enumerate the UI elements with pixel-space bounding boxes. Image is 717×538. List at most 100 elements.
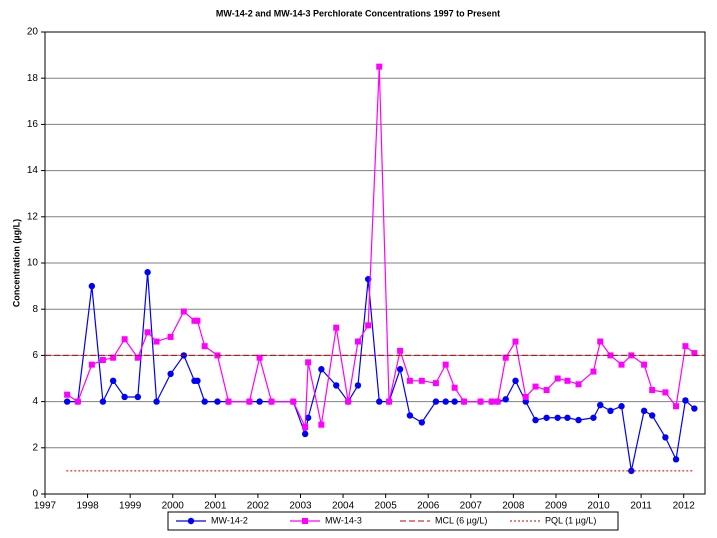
y-tick-label: 2 (32, 442, 38, 453)
marker (99, 398, 107, 405)
marker (641, 361, 648, 368)
marker (532, 416, 539, 424)
marker (432, 380, 439, 387)
legend-label: MW-14-3 (325, 515, 362, 525)
x-tick-label: 2008 (502, 501, 525, 512)
marker (301, 430, 309, 438)
marker (88, 282, 96, 290)
marker (167, 333, 174, 340)
marker (502, 396, 509, 403)
x-tick-label: 2005 (375, 501, 398, 512)
marker (451, 384, 458, 391)
marker (522, 393, 529, 400)
x-tick-label: 2007 (460, 501, 483, 512)
marker (153, 338, 160, 345)
marker (180, 308, 187, 315)
y-tick-label: 6 (32, 350, 38, 361)
x-tick-label: 2010 (587, 501, 610, 512)
y-axis-label: Concentration (µg/L) (11, 219, 21, 307)
marker (682, 397, 689, 404)
marker (256, 354, 263, 361)
marker (305, 359, 312, 366)
marker (333, 382, 340, 389)
marker (406, 377, 413, 384)
x-tick-label: 2000 (162, 501, 185, 512)
marker (302, 424, 309, 431)
x-tick-label: 2006 (417, 501, 440, 512)
marker (397, 347, 404, 354)
marker (333, 324, 340, 331)
marker (494, 398, 501, 405)
marker (575, 381, 582, 388)
marker (512, 338, 519, 345)
marker (121, 393, 128, 401)
marker (194, 377, 201, 385)
marker (256, 398, 263, 405)
x-tick-label: 2001 (204, 501, 227, 512)
marker (110, 354, 117, 361)
marker (201, 343, 208, 350)
marker (502, 354, 509, 361)
marker (673, 403, 680, 410)
y-tick-label: 20 (27, 27, 39, 38)
marker (63, 398, 71, 405)
marker (418, 419, 426, 426)
marker (201, 398, 208, 405)
marker (304, 414, 312, 421)
x-tick-label: 2011 (630, 501, 652, 512)
legend-label: MW-14-2 (211, 515, 248, 525)
y-tick-label: 4 (32, 396, 38, 407)
marker (554, 414, 561, 421)
marker (543, 414, 550, 421)
y-tick-label: 12 (27, 211, 39, 222)
marker (442, 361, 449, 368)
marker (246, 398, 253, 405)
marker (543, 387, 550, 394)
marker (318, 421, 325, 428)
y-tick-label: 8 (32, 304, 38, 315)
marker (618, 361, 625, 368)
marker (662, 389, 669, 396)
x-tick-label: 2009 (545, 501, 568, 512)
x-tick-label: 2002 (247, 501, 270, 512)
marker (460, 398, 467, 405)
legend-marker (302, 518, 308, 524)
marker (477, 398, 484, 405)
marker (682, 343, 689, 350)
y-tick-label: 16 (27, 119, 39, 130)
marker (522, 398, 529, 405)
marker (134, 393, 142, 401)
marker (88, 361, 95, 368)
marker (318, 366, 325, 373)
x-tick-label: 1997 (34, 501, 57, 512)
marker (672, 456, 680, 463)
y-tick-label: 14 (27, 165, 39, 176)
marker (607, 352, 614, 359)
marker (365, 322, 372, 329)
marker (442, 398, 449, 405)
marker (554, 375, 561, 382)
marker (432, 398, 440, 405)
marker (396, 366, 404, 373)
marker (376, 398, 383, 405)
marker (194, 317, 201, 324)
x-tick-label: 2003 (289, 501, 312, 512)
marker (649, 387, 656, 394)
marker (597, 401, 604, 409)
marker (354, 382, 362, 389)
marker (564, 414, 571, 421)
marker (575, 416, 582, 424)
marker (354, 338, 361, 345)
marker (214, 398, 221, 405)
marker (691, 350, 698, 357)
marker (488, 398, 495, 405)
marker (167, 370, 174, 378)
legend-label: PQL (1 µg/L) (545, 515, 596, 525)
x-tick-label: 1999 (119, 501, 142, 512)
marker (590, 368, 597, 375)
marker (607, 407, 614, 415)
marker (451, 398, 458, 405)
marker (597, 338, 604, 345)
series-line (66, 66, 695, 428)
marker (74, 398, 81, 405)
